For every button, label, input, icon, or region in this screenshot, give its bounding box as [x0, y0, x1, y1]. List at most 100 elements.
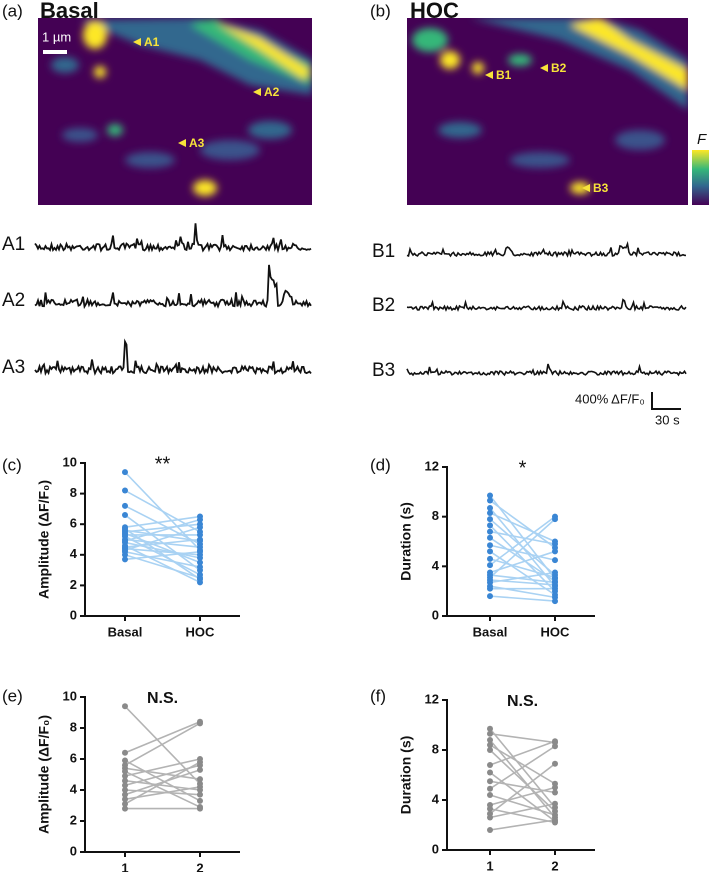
- dot: [487, 585, 493, 592]
- pair-line: [124, 550, 201, 568]
- pair-line: [124, 759, 201, 802]
- dot: [552, 574, 558, 581]
- trace: [406, 298, 687, 312]
- y-tick-label: 6: [70, 750, 77, 765]
- pair-line: [489, 518, 556, 579]
- dot: [487, 528, 493, 535]
- pair-line: [489, 786, 556, 806]
- y-tick-label: 2: [70, 577, 77, 592]
- dot: [197, 791, 203, 798]
- dot: [487, 555, 493, 562]
- dot: [552, 585, 558, 592]
- marker-label: B2: [551, 61, 567, 75]
- y-axis-label: Amplitude (ΔF/F₀): [36, 480, 52, 599]
- trace: [34, 264, 312, 310]
- dot: [122, 782, 128, 789]
- dot: [487, 730, 493, 737]
- marker-arrow: [253, 88, 261, 96]
- dot: [487, 747, 493, 753]
- y-tick-label: 4: [70, 781, 78, 796]
- dot: [552, 548, 558, 555]
- pair-line: [489, 595, 556, 602]
- scale-label: 30 s: [655, 412, 680, 427]
- pair-line: [124, 544, 201, 584]
- dot: [487, 762, 493, 768]
- dot: [197, 783, 203, 790]
- trace-label: A3: [2, 357, 25, 378]
- y-axis-label: Duration (s): [398, 736, 414, 815]
- pair-line: [124, 515, 201, 529]
- pair-line: [489, 745, 556, 790]
- panel-label: (f): [370, 686, 386, 705]
- colorbar-label: F: [697, 131, 707, 148]
- y-tick-label: 0: [432, 841, 439, 856]
- dot: [197, 797, 203, 804]
- x-tick-label: 2: [196, 860, 203, 872]
- dot: [552, 743, 558, 750]
- trace: [34, 223, 312, 254]
- pair-line: [489, 516, 556, 566]
- marker-label: A2: [264, 85, 280, 99]
- dot: [197, 579, 203, 586]
- dot: [197, 766, 203, 773]
- pair-line: [489, 571, 556, 584]
- dot: [197, 805, 203, 812]
- x-tick-label: Basal: [108, 624, 143, 639]
- panel-label: (e): [2, 686, 23, 705]
- scale-bar: [43, 50, 67, 54]
- dot: [122, 787, 128, 793]
- dot: [197, 544, 203, 551]
- pair-line: [489, 739, 556, 819]
- y-tick-label: 8: [432, 741, 439, 756]
- pair-line: [124, 721, 201, 754]
- y-tick-label: 0: [70, 607, 77, 622]
- dot: [197, 548, 203, 555]
- dot: [552, 784, 558, 791]
- x-tick-label: HOC: [186, 624, 216, 639]
- trace: [406, 363, 687, 377]
- dot: [487, 785, 493, 792]
- dot: [487, 792, 493, 798]
- pair-line: [124, 722, 201, 766]
- y-tick-label: 8: [432, 508, 439, 523]
- y-axis-label: Amplitude (ΔF/F₀): [36, 715, 52, 834]
- pair-line: [124, 767, 201, 780]
- dot: [122, 556, 128, 563]
- dot: [552, 760, 558, 767]
- pair-line: [489, 544, 556, 561]
- dot: [122, 773, 128, 780]
- y-tick-label: 10: [63, 688, 77, 703]
- marker-label: A3: [189, 136, 205, 150]
- dot: [487, 769, 493, 776]
- dot: [487, 562, 493, 569]
- y-tick-label: 4: [70, 546, 78, 561]
- y-tick-label: 4: [432, 791, 440, 806]
- pair-line: [489, 524, 556, 592]
- y-tick-label: 2: [70, 812, 77, 827]
- dot: [552, 738, 558, 745]
- marker-arrow: [540, 64, 548, 72]
- dot: [122, 791, 128, 798]
- panel-label: (b): [370, 1, 391, 20]
- dot: [552, 598, 558, 605]
- dot: [197, 524, 203, 531]
- pair-line: [489, 518, 556, 576]
- dot: [552, 557, 558, 564]
- pair-line: [489, 550, 556, 574]
- y-tick-label: 4: [432, 558, 440, 573]
- dot: [487, 778, 493, 785]
- pair-line: [489, 744, 556, 785]
- pair-line: [489, 530, 556, 545]
- y-tick-label: 10: [63, 454, 77, 469]
- pair-line: [124, 761, 201, 805]
- dot: [197, 776, 203, 783]
- dot: [487, 522, 493, 529]
- dot: [197, 516, 203, 523]
- trace-label: A1: [2, 234, 25, 255]
- dot: [487, 742, 493, 748]
- dot: [197, 574, 203, 581]
- pair-line: [124, 758, 201, 777]
- dot: [122, 805, 128, 812]
- trace-label: B2: [372, 295, 395, 316]
